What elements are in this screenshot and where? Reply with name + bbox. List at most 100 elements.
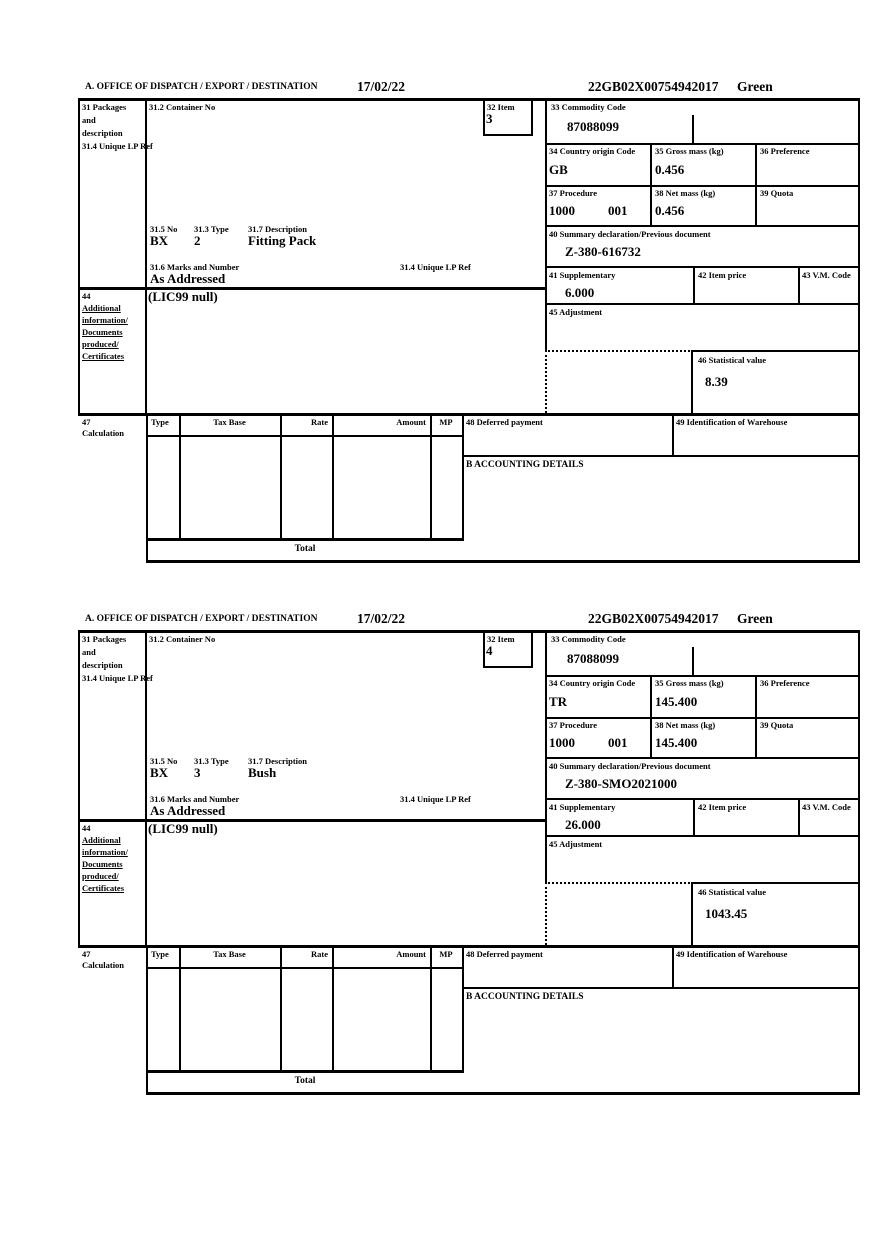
box44-label: information/ (82, 315, 128, 325)
box31-label: and (82, 115, 96, 125)
box31-4-lp-ref-label: 31.4 Unique LP Ref (400, 262, 471, 272)
box37-procedure-label: 37 Procedure (549, 720, 598, 730)
box31-label: and (82, 647, 96, 657)
line (483, 98, 485, 136)
box45-adjustment-label: 45 Adjustment (549, 307, 603, 317)
col-type-header: Type (151, 949, 169, 959)
line (145, 98, 147, 413)
marks-value: As Addressed (150, 271, 226, 286)
box31-label: 31.4 Unique LP Ref (82, 673, 153, 683)
box46-statistical-value: 8.39 (705, 374, 728, 389)
box44-label: Certificates (82, 351, 125, 361)
line (145, 630, 147, 945)
box33-commodity-label: 33 Commodity Code (551, 102, 626, 112)
line (78, 98, 80, 413)
box44-label: Documents (82, 859, 123, 869)
box44-label: Additional (82, 835, 121, 845)
box31-6-marks-label: 31.6 Marks and Number (150, 794, 240, 804)
box39-quota-label: 39 Quota (760, 188, 794, 198)
line (691, 882, 693, 945)
box42-item-price-label: 42 Item price (698, 802, 747, 812)
line (692, 647, 694, 675)
line (332, 945, 334, 1072)
box46-statistical-label: 46 Statistical value (698, 355, 766, 365)
package-no-value: BX (150, 233, 169, 248)
line (179, 413, 181, 540)
total-label: Total (294, 544, 316, 554)
line (146, 945, 148, 1095)
line (692, 115, 694, 143)
office-of-dispatch-label: A. OFFICE OF DISPATCH / EXPORT / DESTINA… (85, 82, 318, 92)
col-mp-header: MP (439, 949, 453, 959)
line (650, 143, 652, 227)
box41-supplementary-value: 26.000 (565, 817, 601, 832)
accounting-details-label: B ACCOUNTING DETAILS (466, 992, 584, 1002)
package-no-value: BX (150, 765, 169, 780)
line (672, 413, 674, 455)
line (545, 143, 860, 145)
line (483, 630, 485, 668)
line (545, 835, 860, 837)
line (483, 134, 533, 136)
line (545, 757, 860, 759)
dispatch-date: 17/02/22 (357, 79, 406, 94)
box47-calculation-label: Calculation (82, 428, 125, 438)
box36-preference-label: 36 Preference (760, 678, 810, 688)
box34-country-value: TR (549, 694, 568, 709)
box35-gross-mass-value: 145.400 (655, 694, 698, 709)
line (545, 303, 860, 305)
box31-6-marks-label: 31.6 Marks and Number (150, 262, 240, 272)
box31-7-description-label: 31.7 Description (248, 224, 308, 234)
box40-summary-value: Z-380-SMO2021000 (565, 776, 677, 791)
box31-2-container-label: 31.2 Container No (149, 634, 216, 644)
box31-label: 31 Packages (82, 102, 127, 112)
line (545, 630, 547, 882)
box49-warehouse-label: 49 Identification of Warehouse (676, 949, 788, 959)
box40-summary-label: 40 Summary declaration/Previous document (549, 229, 711, 239)
line (545, 185, 860, 187)
line (545, 717, 860, 719)
line (430, 945, 432, 1072)
line (650, 675, 652, 759)
box31-3-type-label: 31.3 Type (194, 224, 229, 234)
dotted-line (545, 882, 547, 945)
box44-number: 44 (82, 823, 91, 833)
line (146, 538, 464, 541)
line (691, 350, 693, 413)
line (146, 967, 464, 969)
box31-4-lp-ref-label: 31.4 Unique LP Ref (400, 794, 471, 804)
box40-summary-label: 40 Summary declaration/Previous document (549, 761, 711, 771)
box41-supplementary-label: 41 Supplementary (549, 802, 616, 812)
line (672, 945, 674, 987)
line (755, 143, 757, 227)
package-type-value: 3 (194, 765, 201, 780)
box38-net-mass-value: 145.400 (655, 735, 698, 750)
box31-label: description (82, 660, 123, 670)
col-amount-header: Amount (396, 417, 426, 427)
box31-3-type-label: 31.3 Type (194, 756, 229, 766)
box34-country-value: GB (549, 162, 568, 177)
marks-value: As Addressed (150, 803, 226, 818)
box31-7-description-label: 31.7 Description (248, 756, 308, 766)
box37-procedure-value: 1000 (549, 735, 575, 750)
box38-net-mass-label: 38 Net mass (kg) (655, 188, 716, 198)
line (78, 630, 80, 945)
box41-supplementary-label: 41 Supplementary (549, 270, 616, 280)
box43-vm-code-label: 43 V.M. Code (802, 270, 851, 280)
box47-number: 47 (82, 949, 91, 959)
additional-info-value: (LIC99 null) (148, 289, 218, 304)
line (545, 675, 860, 677)
box35-gross-mass-value: 0.456 (655, 162, 685, 177)
line (462, 945, 464, 1072)
line (693, 266, 695, 305)
package-description-value: Bush (248, 765, 277, 780)
dotted-line (545, 350, 547, 413)
dotted-line (545, 882, 693, 884)
line (462, 413, 464, 540)
box44-number: 44 (82, 291, 91, 301)
box44-label: Additional (82, 303, 121, 313)
box34-country-label: 34 Country origin Code (549, 678, 636, 688)
line (545, 225, 860, 227)
box31-label: 31 Packages (82, 634, 127, 644)
